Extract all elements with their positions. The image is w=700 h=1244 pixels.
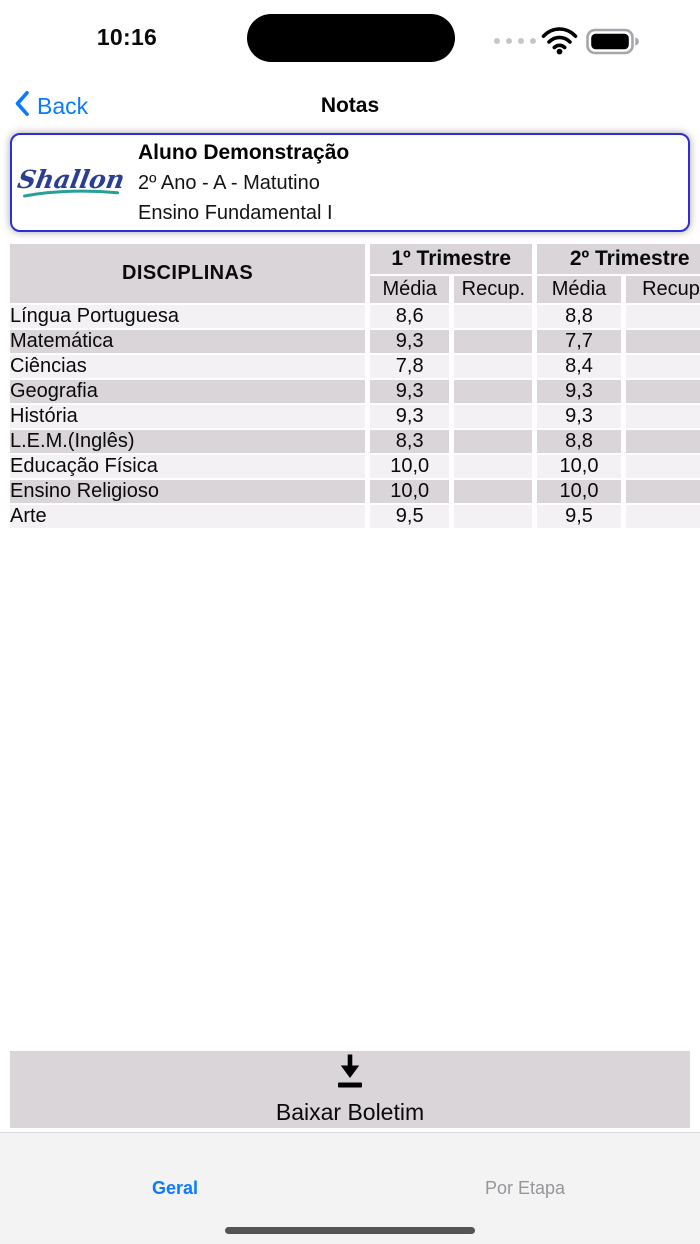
student-class: 2º Ano - A - Matutino: [138, 171, 320, 194]
cellular-signal-icon: [494, 38, 536, 44]
grade-cell: 7,8: [370, 355, 450, 378]
status-time: 10:16: [96, 24, 158, 50]
student-info: Aluno Demonstração 2º Ano - A - Matutino…: [130, 138, 688, 228]
student-card[interactable]: Shallon Aluno Demonstração 2º Ano - A - …: [10, 133, 690, 232]
grade-cell: [625, 330, 700, 353]
grade-cell: 8,8: [537, 305, 621, 328]
grade-cell: [625, 480, 700, 503]
table-row: História 9,3 9,3: [10, 405, 700, 428]
school-logo: Shallon: [12, 165, 130, 198]
grade-cell: [625, 380, 700, 403]
grade-cell: [454, 405, 533, 428]
logo-swoosh-icon: [23, 189, 119, 198]
student-level: Ensino Fundamental I: [138, 201, 333, 224]
grade-cell: [454, 430, 533, 453]
grade-cell: [625, 455, 700, 478]
grade-cell: 9,3: [537, 380, 621, 403]
dynamic-island: [247, 14, 455, 62]
download-report-button[interactable]: Baixar Boletim: [10, 1051, 690, 1128]
grade-cell: 9,3: [370, 380, 450, 403]
grade-cell: 9,3: [537, 405, 621, 428]
grades-table: DISCIPLINAS 1º Trimestre 2º Trimestre Mé…: [10, 242, 700, 530]
grade-cell: 9,5: [537, 505, 621, 528]
grade-cell: 8,3: [370, 430, 450, 453]
media-header: Média: [370, 276, 450, 303]
discipline-cell: L.E.M.(Inglês): [10, 430, 366, 453]
table-row: Ensino Religioso 10,0 10,0: [10, 480, 700, 503]
grade-cell: [454, 505, 533, 528]
discipline-cell: História: [10, 405, 366, 428]
grade-cell: [454, 330, 533, 353]
grade-cell: 10,0: [370, 480, 450, 503]
nav-bar: Back Notas: [0, 85, 700, 133]
discipline-cell: Educação Física: [10, 455, 366, 478]
back-button[interactable]: Back: [14, 90, 88, 123]
download-button-label: Baixar Boletim: [275, 1099, 425, 1126]
grade-cell: 10,0: [537, 480, 621, 503]
table-row: Matemática 9,3 7,7: [10, 330, 700, 353]
chevron-left-icon: [14, 90, 30, 123]
grades-table-scroll[interactable]: DISCIPLINAS 1º Trimestre 2º Trimestre Mé…: [10, 242, 700, 538]
page-title: Notas: [320, 94, 380, 117]
grade-cell: 7,7: [537, 330, 621, 353]
trimester-1-header: 1º Trimestre: [370, 244, 533, 274]
table-row: Arte 9,5 9,5: [10, 505, 700, 528]
grade-cell: [454, 455, 533, 478]
grade-cell: 9,5: [370, 505, 450, 528]
grade-cell: 8,6: [370, 305, 450, 328]
grade-cell: [454, 480, 533, 503]
media-header: Média: [537, 276, 621, 303]
grade-cell: 9,3: [370, 405, 450, 428]
table-row: Geografia 9,3 9,3: [10, 380, 700, 403]
grade-cell: [625, 430, 700, 453]
recup-header: Recup.: [454, 276, 533, 303]
grade-cell: [625, 505, 700, 528]
table-row: Língua Portuguesa 8,6 8,8: [10, 305, 700, 328]
student-name: Aluno Demonstração: [138, 140, 350, 164]
tab-geral[interactable]: Geral: [151, 1178, 199, 1198]
recup-header: Recup.: [625, 276, 700, 303]
home-indicator[interactable]: [225, 1227, 475, 1234]
trimester-2-header: 2º Trimestre: [537, 244, 700, 274]
table-row: Ciências 7,8 8,4: [10, 355, 700, 378]
bottom-tab-bar: Geral Por Etapa: [0, 1132, 700, 1244]
grade-cell: [454, 305, 533, 328]
grade-cell: 9,3: [370, 330, 450, 353]
grade-cell: [454, 380, 533, 403]
table-row: Educação Física 10,0 10,0: [10, 455, 700, 478]
back-button-label: Back: [37, 93, 89, 119]
grade-cell: [625, 355, 700, 378]
grades-table-header: DISCIPLINAS 1º Trimestre 2º Trimestre Mé…: [10, 244, 700, 303]
discipline-cell: Ciências: [10, 355, 366, 378]
grade-cell: 10,0: [537, 455, 621, 478]
grade-cell: 8,8: [537, 430, 621, 453]
wifi-icon: [541, 27, 578, 60]
grade-cell: [625, 405, 700, 428]
discipline-cell: Língua Portuguesa: [10, 305, 366, 328]
grade-cell: [454, 355, 533, 378]
disciplines-header: DISCIPLINAS: [10, 244, 366, 303]
discipline-cell: Ensino Religioso: [10, 480, 366, 503]
battery-icon: [586, 28, 640, 60]
discipline-cell: Matemática: [10, 330, 366, 353]
status-bar: 10:16: [0, 0, 700, 85]
tab-por-etapa[interactable]: Por Etapa: [484, 1178, 566, 1198]
grade-cell: 10,0: [370, 455, 450, 478]
grade-cell: 8,4: [537, 355, 621, 378]
grade-cell: [625, 305, 700, 328]
school-logo-text: Shallon: [15, 165, 127, 194]
discipline-cell: Geografia: [10, 380, 366, 403]
download-icon: [331, 1053, 369, 1098]
grades-table-body: Língua Portuguesa 8,6 8,8 Matemática 9,3 7,7 C…: [10, 305, 700, 528]
table-row: L.E.M.(Inglês) 8,3 8,8: [10, 430, 700, 453]
discipline-cell: Arte: [10, 505, 366, 528]
